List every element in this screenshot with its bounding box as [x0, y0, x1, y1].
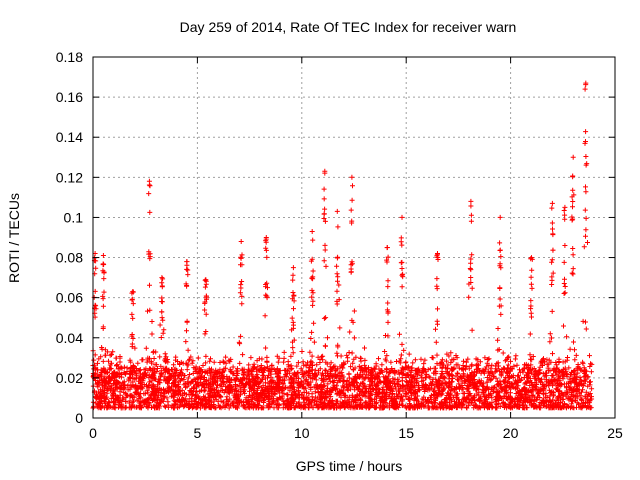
y-tick-label: 0.06: [56, 290, 83, 306]
x-tick-label: 15: [398, 425, 414, 441]
x-tick-label: 0: [89, 425, 97, 441]
y-tick-label: 0.04: [56, 330, 83, 346]
roti-markers: [90, 80, 595, 411]
x-tick-label: 25: [607, 425, 623, 441]
y-tick-label: 0.12: [56, 169, 83, 185]
y-tick-label: 0.18: [56, 49, 83, 65]
chart-title: Day 259 of 2014, Rate Of TEC Index for r…: [180, 19, 517, 35]
y-tick-label: 0.02: [56, 370, 83, 386]
axis-ticks: 0 5 10 15 20 25 0 0.02 0.04 0.06 0.08 0.1 0.12 0.14 0.…: [56, 49, 623, 441]
y-tick-label: 0.08: [56, 250, 83, 266]
plot-frame: [92, 56, 616, 419]
y-tick-label: 0.16: [56, 89, 83, 105]
x-tick-label: 5: [194, 425, 202, 441]
y-axis-label: ROTI / TECUs: [6, 193, 22, 283]
x-axis-label: GPS time / hours: [296, 458, 403, 474]
y-tick-label: 0: [75, 410, 83, 426]
data-points: [90, 80, 595, 411]
grid-lines: [93, 57, 615, 418]
y-tick-label: 0.14: [56, 129, 83, 145]
y-tick-label: 0.1: [64, 209, 84, 225]
x-tick-label: 20: [503, 425, 519, 441]
x-tick-label: 10: [294, 425, 310, 441]
